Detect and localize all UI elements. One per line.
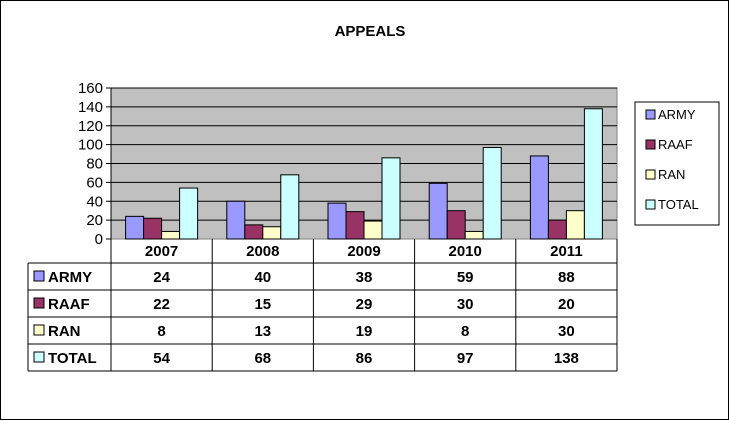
table-value: 54: [153, 350, 170, 367]
bar-raaf-2009: [345, 211, 365, 240]
bar-army-2011: [529, 155, 549, 240]
category-label: 2009: [347, 243, 380, 260]
bar-raaf-2008: [244, 224, 264, 240]
table-key-total: [33, 351, 45, 363]
bar-ran-2007: [161, 230, 181, 240]
category-label: 2010: [449, 243, 482, 260]
category-label: 2011: [550, 243, 583, 260]
table-value: 8: [461, 323, 469, 340]
y-tick-label: 40: [86, 193, 103, 210]
table-value: 86: [356, 350, 373, 367]
y-tick-label: 120: [78, 118, 103, 135]
table-value: 19: [356, 323, 373, 340]
table-value: 97: [457, 350, 474, 367]
bar-ran-2009: [363, 220, 383, 240]
legend-label: TOTAL: [658, 197, 699, 212]
y-tick-label: 60: [86, 174, 103, 191]
bar-ran-2010: [464, 230, 484, 240]
y-tick-label: 20: [86, 212, 103, 229]
legend-key-raaf: [645, 139, 656, 150]
legend: ARMY RAAF RAN TOTAL: [634, 101, 720, 226]
y-tick-label: 160: [78, 80, 103, 97]
legend-key-army: [645, 109, 656, 120]
table-value: 38: [356, 269, 373, 286]
table-series-name: TOTAL: [48, 350, 97, 367]
legend-box: [634, 101, 720, 226]
table-value: 20: [558, 296, 575, 313]
table-value: 8: [157, 323, 165, 340]
legend-label: ARMY: [658, 107, 696, 122]
y-tick-label: 140: [78, 99, 103, 116]
table-series-name: RAN: [48, 323, 81, 340]
bar-ran-2008: [262, 226, 282, 240]
bar-total-2011: [583, 108, 603, 240]
bar-raaf-2010: [446, 210, 466, 240]
table-series-name: RAAF: [48, 296, 90, 313]
y-tick-label: 100: [78, 137, 103, 154]
table-value: 30: [558, 323, 575, 340]
table-key-ran: [33, 324, 45, 336]
table-value: 13: [254, 323, 271, 340]
bars: [125, 108, 603, 240]
bar-raaf-2007: [143, 217, 163, 240]
bar-total-2008: [280, 174, 300, 240]
table-value: 30: [457, 296, 474, 313]
bar-total-2007: [179, 187, 199, 240]
table-series-name: ARMY: [48, 269, 92, 286]
bar-army-2009: [327, 202, 347, 240]
bar-total-2010: [482, 146, 502, 240]
y-tick-label: 80: [86, 156, 103, 173]
table-value: 22: [153, 296, 170, 313]
table-value: 88: [558, 269, 575, 286]
bar-total-2009: [381, 157, 401, 240]
chart-title: APPEALS: [335, 23, 406, 40]
bar-army-2010: [428, 182, 448, 240]
table-value: 40: [254, 269, 271, 286]
table-value: 68: [254, 350, 271, 367]
category-label: 2008: [246, 243, 279, 260]
table-value: 24: [153, 269, 170, 286]
table-value: 29: [356, 296, 373, 313]
legend-key-total: [645, 199, 656, 210]
table-value: 59: [457, 269, 474, 286]
table-key-raaf: [33, 297, 45, 309]
table-value: 15: [254, 296, 271, 313]
legend-key-ran: [645, 169, 656, 180]
table-value: 138: [554, 350, 579, 367]
legend-label: RAN: [658, 167, 685, 182]
bar-raaf-2011: [547, 219, 567, 240]
category-label: 2007: [145, 243, 178, 260]
y-tick-label: 0: [95, 231, 103, 248]
legend-label: RAAF: [658, 137, 693, 152]
table-key-army: [33, 270, 45, 282]
bar-army-2008: [226, 200, 246, 240]
bar-army-2007: [125, 215, 145, 240]
bar-ran-2011: [565, 210, 585, 240]
